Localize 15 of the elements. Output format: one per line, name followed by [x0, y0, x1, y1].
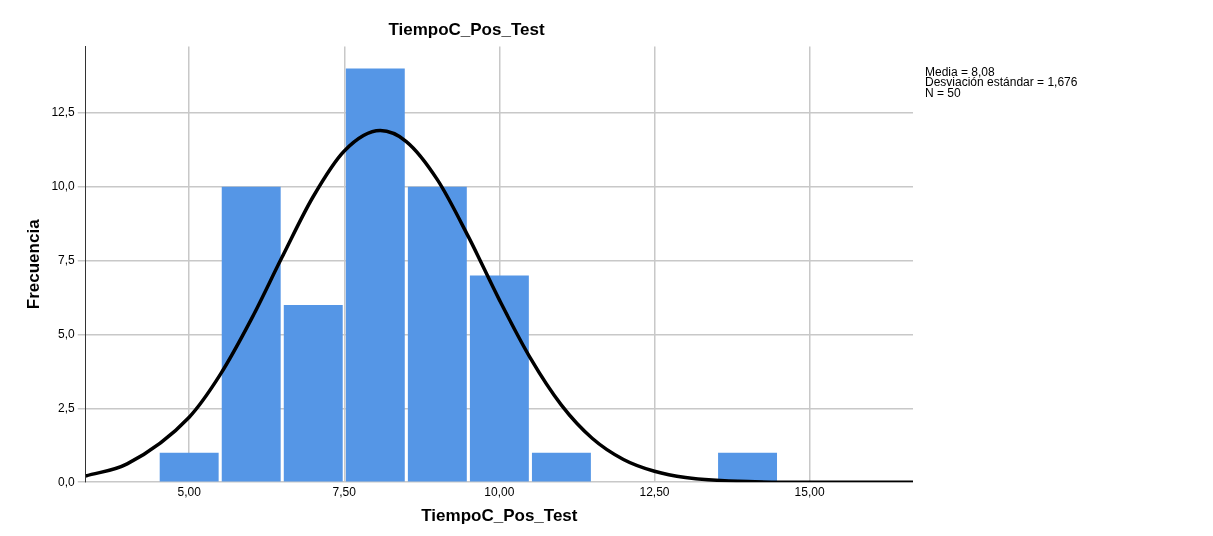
x-tick-label: 5,00	[177, 484, 202, 499]
y-axis-title: Frecuencia	[23, 218, 43, 310]
y-tick-label: 7,5	[58, 252, 76, 267]
y-tick-label: 2,5	[58, 400, 76, 415]
y-tick-label: 0,0	[58, 474, 76, 489]
x-tick-label: 10,00	[484, 484, 515, 499]
x-axis-title: TiempoC_Pos_Test	[421, 506, 578, 526]
text: N = 50	[925, 85, 962, 100]
y-tick-label: 12,5	[51, 105, 76, 120]
x-tick-label: 15,00	[794, 484, 825, 499]
chart-title: TiempoC_Pos_Test	[388, 19, 545, 39]
x-tick-label: 12,50	[639, 484, 670, 499]
x-tick-label: 7,50	[332, 484, 357, 499]
y-tick-label: 10,0	[51, 179, 76, 194]
y-tick-label: 5,0	[58, 326, 76, 341]
